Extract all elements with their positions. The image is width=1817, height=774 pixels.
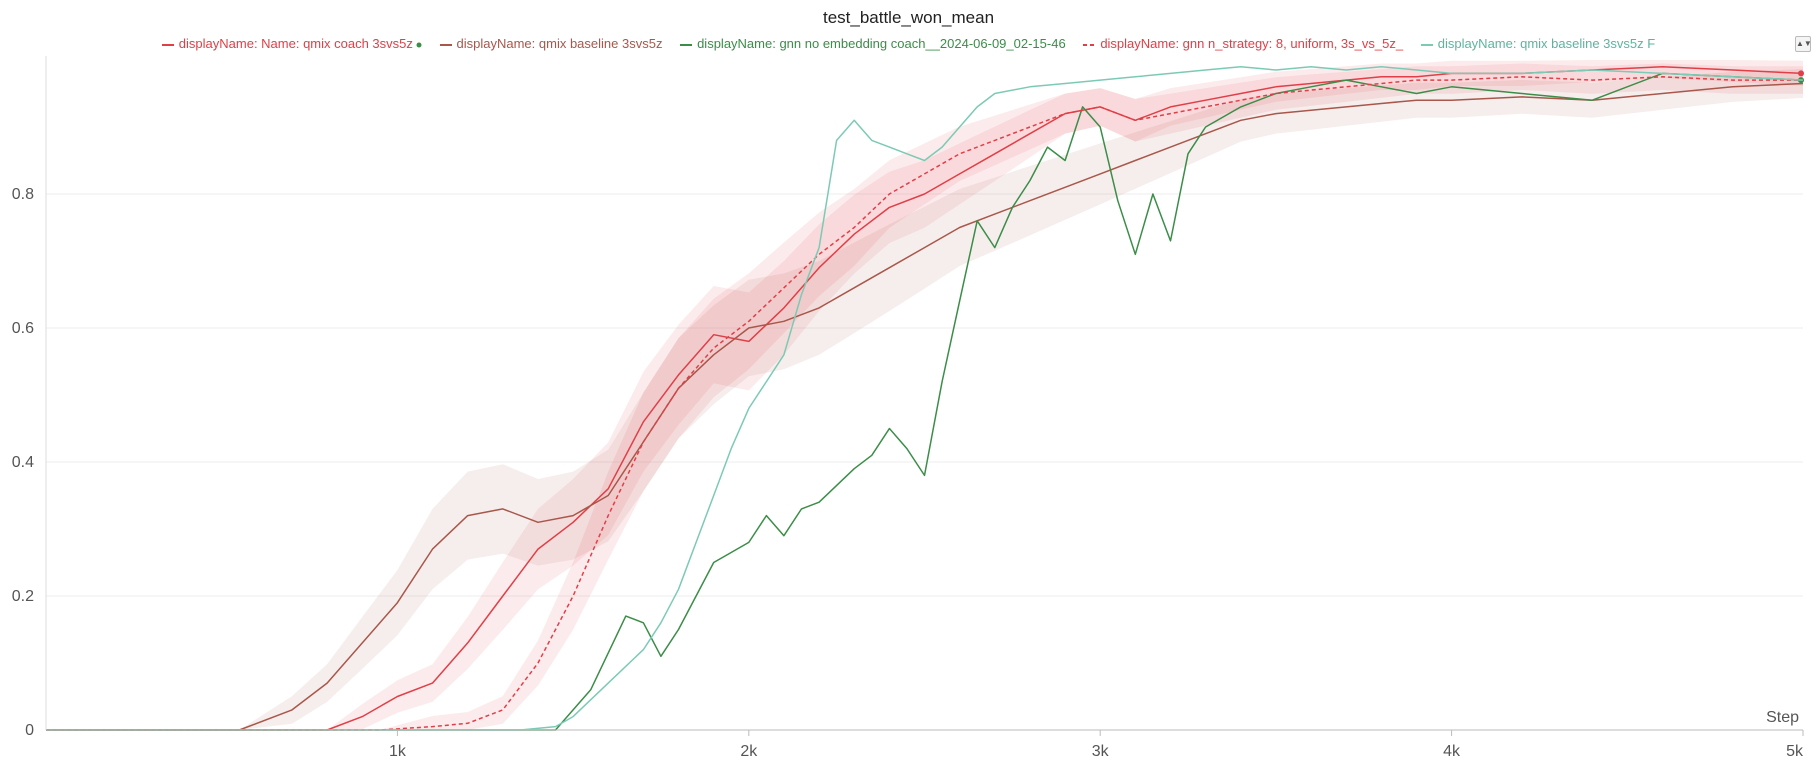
x-tick-label: 5k	[1786, 743, 1804, 760]
legend-label-gnn-n-strategy: displayName: gnn n_strategy: 8, uniform,…	[1100, 36, 1404, 51]
legend-swatch-qmix-baseline	[439, 43, 452, 46]
x-tick-label: 1k	[389, 743, 407, 760]
series-line-0[interactable]	[46, 65, 1804, 731]
legend-swatch-qmix-coach	[161, 43, 174, 46]
legend-label-qmix-baseline-f: displayName: qmix baseline 3svs5z F	[1437, 36, 1656, 51]
axes: 0 0.2 0.4 0.6 0.8 1k 2k 3k 4k 5k Step	[12, 56, 1804, 760]
chart-legend: displayName: Name: qmix coach 3svs5z dis…	[0, 36, 1817, 51]
legend-label-qmix-coach: displayName: Name: qmix coach 3svs5z	[178, 36, 413, 51]
chart-title: test_battle_won_mean	[822, 8, 995, 27]
series-lines	[46, 65, 1804, 731]
legend-swatch-gnn-no-embedding	[680, 43, 693, 46]
legend-item-qmix-baseline-f[interactable]: displayName: qmix baseline 3svs5z F	[1420, 36, 1656, 51]
x-axis-title: Step	[1766, 709, 1799, 726]
legend-scroll-icon[interactable]: ▲▼	[1795, 36, 1812, 52]
x-tick-label: 4k	[1443, 743, 1461, 760]
x-tick-label: 3k	[1092, 743, 1110, 760]
legend-item-qmix-coach[interactable]: displayName: Name: qmix coach 3svs5z	[161, 36, 422, 51]
y-tick-label: 0.6	[12, 320, 34, 337]
y-tick-label: 0.8	[12, 186, 34, 203]
series-end-point-0	[1798, 70, 1804, 77]
series-line-1[interactable]	[46, 82, 1804, 731]
legend-swatch-qmix-baseline-f	[1420, 43, 1433, 46]
y-tick-label: 0.2	[12, 588, 34, 605]
x-tick-label: 2k	[740, 743, 758, 760]
legend-item-gnn-n-strategy[interactable]: displayName: gnn n_strategy: 8, uniform,…	[1083, 36, 1403, 51]
legend-label-gnn-no-embedding: displayName: gnn no embedding coach__202…	[697, 36, 1066, 51]
y-tick-label: 0	[25, 722, 34, 739]
legend-item-qmix-baseline[interactable]: displayName: qmix baseline 3svs5z	[439, 36, 663, 51]
y-tick-label: 0.4	[12, 454, 34, 471]
legend-swatch-gnn-n-strategy	[1083, 43, 1096, 46]
series-line-3[interactable]	[46, 76, 1803, 731]
series-line-2[interactable]	[46, 72, 1804, 731]
legend-dot-icon	[416, 42, 422, 48]
series-line-4[interactable]	[46, 65, 1804, 731]
series-band-3	[46, 63, 1803, 730]
legend-label-qmix-baseline: displayName: qmix baseline 3svs5z	[456, 36, 663, 51]
legend-item-gnn-no-embedding[interactable]: displayName: gnn no embedding coach__202…	[680, 36, 1066, 51]
